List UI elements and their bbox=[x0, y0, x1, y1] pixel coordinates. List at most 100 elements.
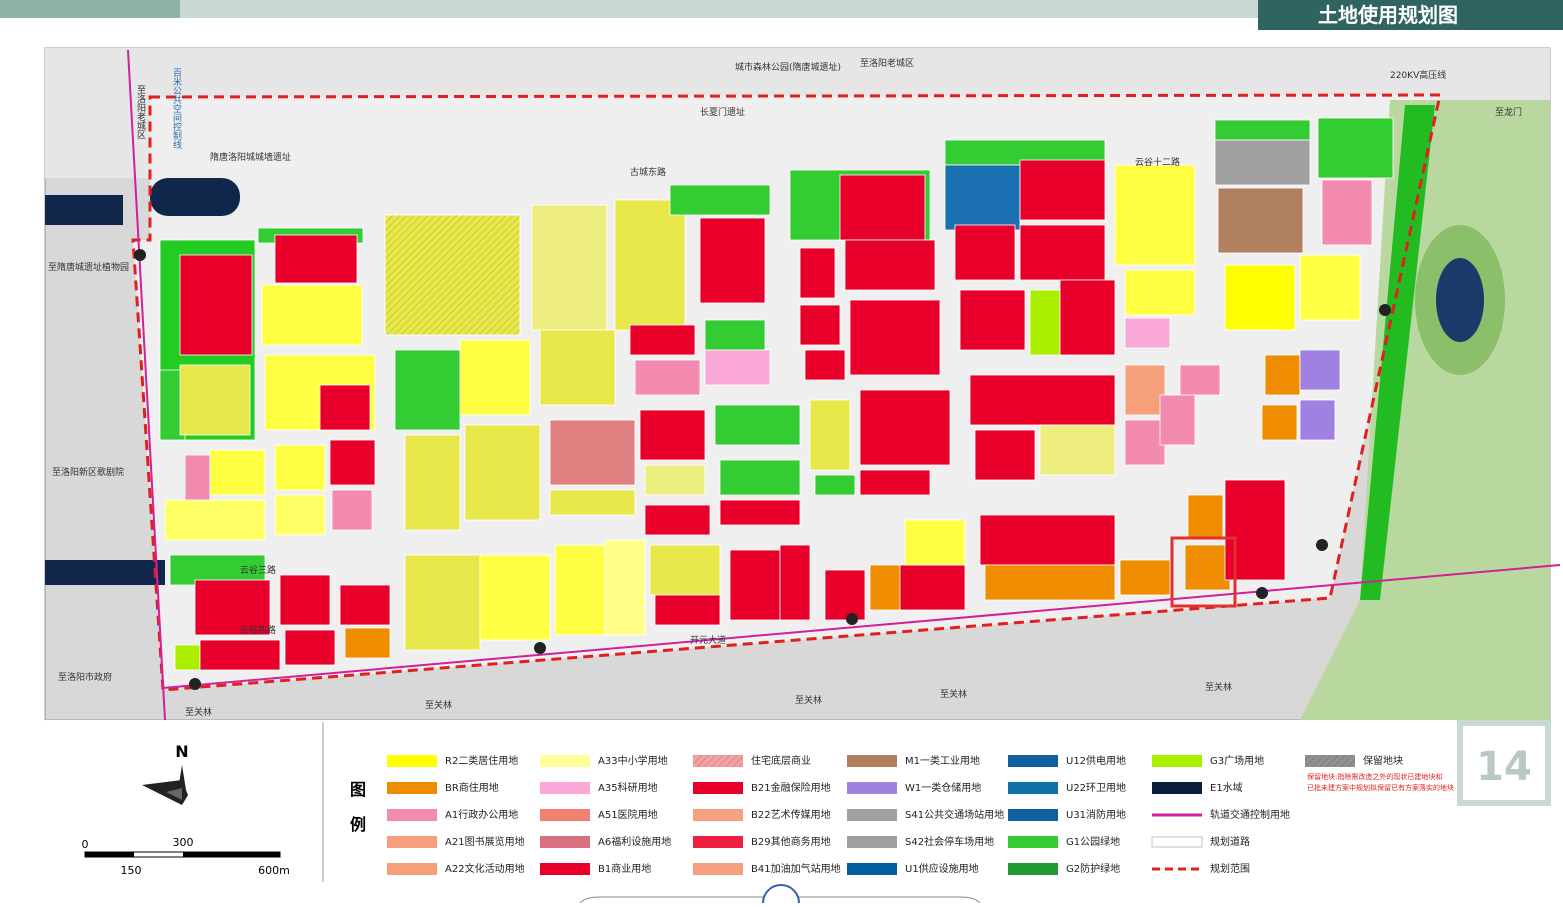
north-label: N bbox=[175, 742, 188, 761]
legend-label: A22文化活动用地 bbox=[445, 862, 525, 875]
legend-swatch bbox=[1152, 782, 1202, 794]
legend-label: B29其他商务用地 bbox=[751, 835, 831, 848]
legend-hatch bbox=[693, 755, 743, 767]
legend-swatch bbox=[387, 863, 437, 875]
nav-button bbox=[762, 884, 800, 907]
map-label: 至隋唐城遗址植物园 bbox=[48, 261, 129, 273]
legend-label: U12供电用地 bbox=[1066, 754, 1126, 767]
canal bbox=[45, 560, 165, 585]
legend-swatch bbox=[540, 755, 590, 767]
map-label: 云谷十二路 bbox=[1135, 156, 1180, 168]
land-blocks bbox=[159, 117, 1394, 671]
legend-swatch bbox=[693, 782, 743, 794]
pond bbox=[1436, 258, 1484, 342]
header-band bbox=[0, 0, 1563, 18]
scale-bar bbox=[84, 851, 281, 858]
legend-swatch bbox=[1008, 782, 1058, 794]
green-belt bbox=[1360, 105, 1435, 600]
legend-panel bbox=[45, 720, 1550, 883]
scale-label: 150 bbox=[121, 864, 142, 877]
map-label: 至洛阳老城区 bbox=[135, 85, 146, 139]
map-label: 云谷四路 bbox=[240, 624, 276, 636]
map-label: 至关林 bbox=[1205, 681, 1232, 693]
legend-swatch bbox=[387, 836, 437, 848]
legend-label: B22艺术传媒用地 bbox=[751, 808, 831, 821]
highlight-box bbox=[1170, 536, 1237, 608]
legend-swatch bbox=[847, 863, 897, 875]
legend-label: 住宅底层商业 bbox=[751, 754, 811, 767]
canal bbox=[150, 178, 240, 216]
legend-swatch bbox=[387, 755, 437, 767]
legend-label: E1水域 bbox=[1210, 781, 1243, 794]
legend-label: A21图书展览用地 bbox=[445, 835, 525, 848]
legend-label: S41公共交通场站用地 bbox=[905, 808, 1004, 821]
legend-swatch bbox=[1151, 836, 1203, 848]
map-label: 220KV高压线 bbox=[1390, 69, 1446, 81]
map-label: 至龙门 bbox=[1495, 106, 1522, 118]
legend-label: BR商住用地 bbox=[445, 781, 499, 794]
legend-label: B41加油加气站用地 bbox=[751, 862, 841, 875]
legend-swatch bbox=[847, 809, 897, 821]
legend-label: A51医院用地 bbox=[598, 808, 658, 821]
map-label: 至关林 bbox=[940, 688, 967, 700]
legend-label: B21金融保险用地 bbox=[751, 781, 831, 794]
page-title: 土地使用规划图 bbox=[1318, 3, 1458, 27]
title-box bbox=[1258, 0, 1563, 30]
page-number: 14 bbox=[1476, 744, 1532, 790]
legend-label: 轨道交通控制用地 bbox=[1210, 808, 1290, 821]
legend-hatch bbox=[1305, 755, 1355, 767]
map-label: 至关林 bbox=[795, 694, 822, 706]
legend-swatch bbox=[1008, 863, 1058, 875]
map-label: 至关林 bbox=[425, 699, 452, 711]
map-label: 百米公共空间控制线 bbox=[171, 68, 182, 149]
legend-label: 规划范围 bbox=[1210, 862, 1250, 875]
legend-label: A6福利设施用地 bbox=[598, 835, 671, 848]
legend-swatch bbox=[1008, 809, 1058, 821]
legend-swatch bbox=[847, 782, 897, 794]
canal bbox=[45, 195, 123, 225]
map-label: 城市森林公园(隋唐城遗址) bbox=[735, 61, 841, 73]
legend-swatch bbox=[693, 836, 743, 848]
map-label: 长夏门遗址 bbox=[700, 106, 745, 118]
header-accent bbox=[0, 0, 180, 18]
legend-swatch bbox=[847, 755, 897, 767]
legend-swatch bbox=[387, 809, 437, 821]
scale-label: 600m bbox=[258, 864, 290, 877]
legend-swatch bbox=[387, 782, 437, 794]
legend-label: W1一类仓储用地 bbox=[905, 781, 981, 794]
legend-swatch bbox=[1152, 755, 1202, 767]
map: 隋唐洛阳城城墙遗址 长夏门遗址 至洛阳老城区 至洛阳老城区 城市森林公园(隋唐城… bbox=[44, 47, 1561, 721]
legend-title: 例 bbox=[350, 815, 366, 834]
legend-label: M1一类工业用地 bbox=[905, 754, 980, 767]
legend-swatch bbox=[693, 863, 743, 875]
scale-label: 0 bbox=[82, 838, 89, 851]
legend-swatch bbox=[693, 809, 743, 821]
legend-title: 图 bbox=[350, 780, 366, 799]
legend-note: 已批未建方案中规划拟保留已有方案落实的地块 bbox=[1307, 783, 1454, 792]
legend-items: R2二类居住用地 BR商住用地 A1行政办公用地 A21图书展览用地 A22文化活动用地… bbox=[387, 754, 1403, 875]
legend-swatch bbox=[1008, 755, 1058, 767]
legend-label: A33中小学用地 bbox=[598, 754, 668, 767]
legend-label: A1行政办公用地 bbox=[445, 808, 518, 821]
legend-label: G3广场用地 bbox=[1210, 754, 1264, 767]
plan-boundary bbox=[131, 93, 1442, 692]
legend-label: G2防护绿地 bbox=[1066, 862, 1120, 875]
legend-swatch bbox=[540, 782, 590, 794]
map-label: 至洛阳市政府 bbox=[58, 671, 112, 683]
legend-label: B1商业用地 bbox=[598, 862, 651, 875]
legend-label: S42社会停车场用地 bbox=[905, 835, 994, 848]
legend-swatch bbox=[540, 836, 590, 848]
map-label: 开元大道 bbox=[690, 634, 726, 646]
legend-swatch bbox=[1008, 836, 1058, 848]
map-label: 云谷三路 bbox=[240, 564, 276, 576]
legend-label: U22环卫用地 bbox=[1066, 781, 1126, 794]
scale-label: 300 bbox=[173, 836, 194, 849]
map-label: 至洛阳老城区 bbox=[860, 57, 914, 69]
legend-label: 规划道路 bbox=[1210, 835, 1250, 848]
legend-swatch bbox=[540, 863, 590, 875]
map-label: 至关林 bbox=[185, 706, 212, 718]
legend-label: A35科研用地 bbox=[598, 781, 658, 794]
page-number-box bbox=[1457, 720, 1551, 806]
legend-label: U1供应设施用地 bbox=[905, 862, 979, 875]
